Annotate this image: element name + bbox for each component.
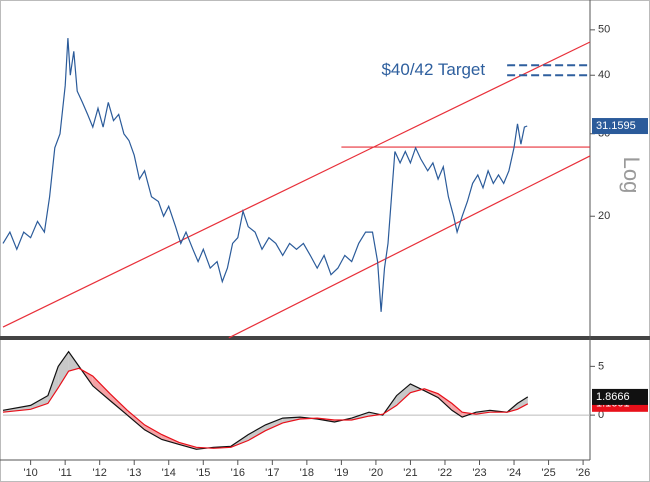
- x-tick-label: '15: [196, 467, 210, 479]
- macd-fill: [248, 424, 266, 441]
- x-tick-label: '24: [507, 467, 521, 479]
- x-tick-label: '10: [23, 467, 37, 479]
- x-tick-label: '11: [58, 467, 72, 479]
- channel-line: [2, 41, 591, 328]
- macd-fill: [47, 366, 59, 404]
- x-tick-label: '20: [369, 467, 383, 479]
- last-value-box: [592, 118, 648, 135]
- last-value-box: [592, 388, 648, 405]
- macd-fill: [127, 410, 145, 430]
- macd-fill: [58, 351, 69, 388]
- macd-fill: [517, 396, 528, 410]
- last-value-label: 1.8666: [596, 391, 630, 403]
- macd-fill: [30, 395, 48, 410]
- macd-fill: [92, 376, 111, 401]
- x-tick-label: '23: [472, 467, 486, 479]
- x-tick-label: '19: [334, 467, 348, 479]
- y-tick-label: 50: [598, 24, 610, 36]
- y-tick-label: 20: [598, 210, 610, 222]
- x-tick-label: '22: [438, 467, 452, 479]
- signal-line: [2, 367, 529, 449]
- macd-fill: [68, 351, 79, 372]
- channel-line: [228, 155, 591, 339]
- x-tick-label: '18: [300, 467, 314, 479]
- macd-fill: [438, 393, 452, 411]
- y-tick-label: 0: [598, 409, 604, 421]
- y-tick-label: 40: [598, 69, 610, 81]
- target-label: $40/42 Target: [381, 60, 485, 79]
- price-line: [2, 38, 528, 312]
- y-tick-label: 5: [598, 360, 604, 372]
- x-tick-label: '13: [127, 467, 141, 479]
- x-tick-label: '16: [231, 467, 245, 479]
- macd-fill: [396, 383, 411, 406]
- x-tick-label: '12: [93, 467, 107, 479]
- x-tick-label: '26: [576, 467, 590, 479]
- macd-line: [2, 350, 529, 450]
- panel-separator: [0, 336, 650, 340]
- last-value-label: 31.1595: [596, 120, 636, 132]
- macd-fill: [110, 393, 128, 416]
- x-tick-label: '21: [403, 467, 417, 479]
- log-label: Log: [619, 157, 644, 194]
- macd-fill: [265, 418, 283, 431]
- macd-fill: [451, 403, 463, 418]
- x-tick-label: '25: [541, 467, 555, 479]
- x-tick-label: '17: [265, 467, 279, 479]
- macd-fill: [144, 424, 162, 440]
- x-tick-label: '14: [162, 467, 176, 479]
